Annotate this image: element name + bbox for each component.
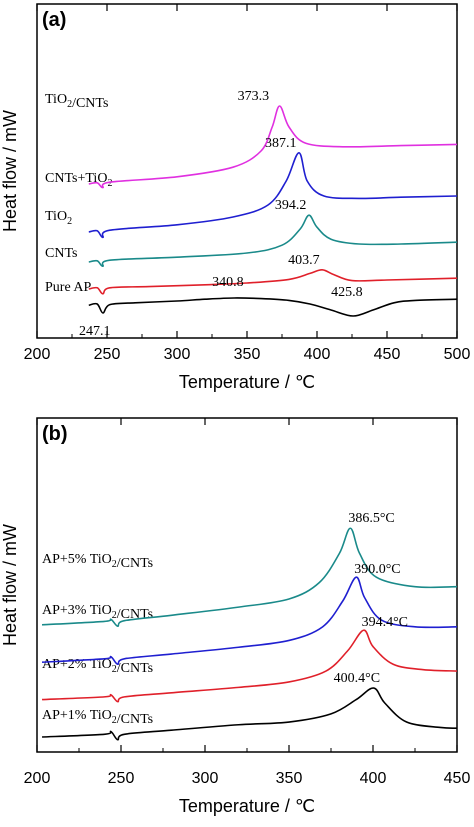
series-line-3 (88, 151, 457, 239)
x-tick-label: 300 (164, 346, 191, 363)
x-tick-label: 400 (304, 346, 331, 363)
x-tick-label: 300 (192, 770, 219, 787)
series-line-1 (42, 629, 457, 703)
x-axis-title: Temperature / ℃ (179, 372, 315, 392)
series-line-0 (88, 297, 457, 317)
series-label-0: Pure AP (45, 280, 92, 295)
x-tick-label: 450 (444, 770, 471, 787)
annotation-0: 373.3 (238, 89, 270, 104)
annotation-6: 247.1 (79, 324, 111, 339)
y-axis-title: Heat flow / mW (0, 524, 20, 646)
x-tick-label: 450 (374, 346, 401, 363)
x-tick-label: 250 (108, 770, 135, 787)
annotation-4: 340.8 (212, 275, 244, 290)
series-line-2 (88, 214, 457, 267)
series-label-3: CNTs+TiO2 (45, 171, 112, 189)
x-tick-label: 200 (24, 346, 51, 363)
panel-label: (a) (42, 9, 66, 31)
series-label-0: AP+1% TiO2/CNTs (42, 708, 153, 727)
annotation-2: 394.4°C (362, 615, 408, 630)
series-line-1 (88, 268, 457, 295)
annotation-3: 400.4°C (334, 671, 380, 686)
panel-a: 200 250 300 350 400 450 500 (a) Temperature / ℃ H… (0, 3, 471, 392)
series-line-0 (42, 687, 457, 741)
x-tick-label: 200 (24, 770, 51, 787)
x-axis-title: Temperature / ℃ (179, 796, 315, 816)
series-label-1: CNTs (45, 246, 77, 261)
x-tick-label: 400 (360, 770, 387, 787)
x-tick-label: 250 (94, 346, 121, 363)
annotation-1: 390.0°C (354, 562, 400, 577)
series-label-3: AP+5% TiO2/CNTs (42, 552, 153, 571)
y-axis-title: Heat flow / mW (0, 110, 20, 232)
annotation-5: 425.8 (331, 285, 363, 300)
x-tick-label: 350 (234, 346, 261, 363)
x-tick-label: 350 (276, 770, 303, 787)
panel-b: 200 250 300 350 400 450 (b) Temperature / ℃ Heat… (0, 417, 471, 816)
series-line-3 (41, 527, 457, 627)
annotation-1: 387.1 (265, 136, 297, 151)
panel-label: (b) (42, 423, 68, 445)
annotation-3: 403.7 (288, 253, 320, 268)
annotation-2: 394.2 (275, 198, 307, 213)
series-label-2: TiO2 (45, 209, 72, 227)
series-line-2 (41, 576, 457, 666)
x-tick-label: 500 (444, 346, 471, 363)
series-label-4: TiO2/CNTs (45, 92, 108, 111)
series-line-4 (88, 105, 457, 189)
annotation-0: 386.5°C (348, 511, 394, 526)
plot-frame (36, 417, 458, 753)
